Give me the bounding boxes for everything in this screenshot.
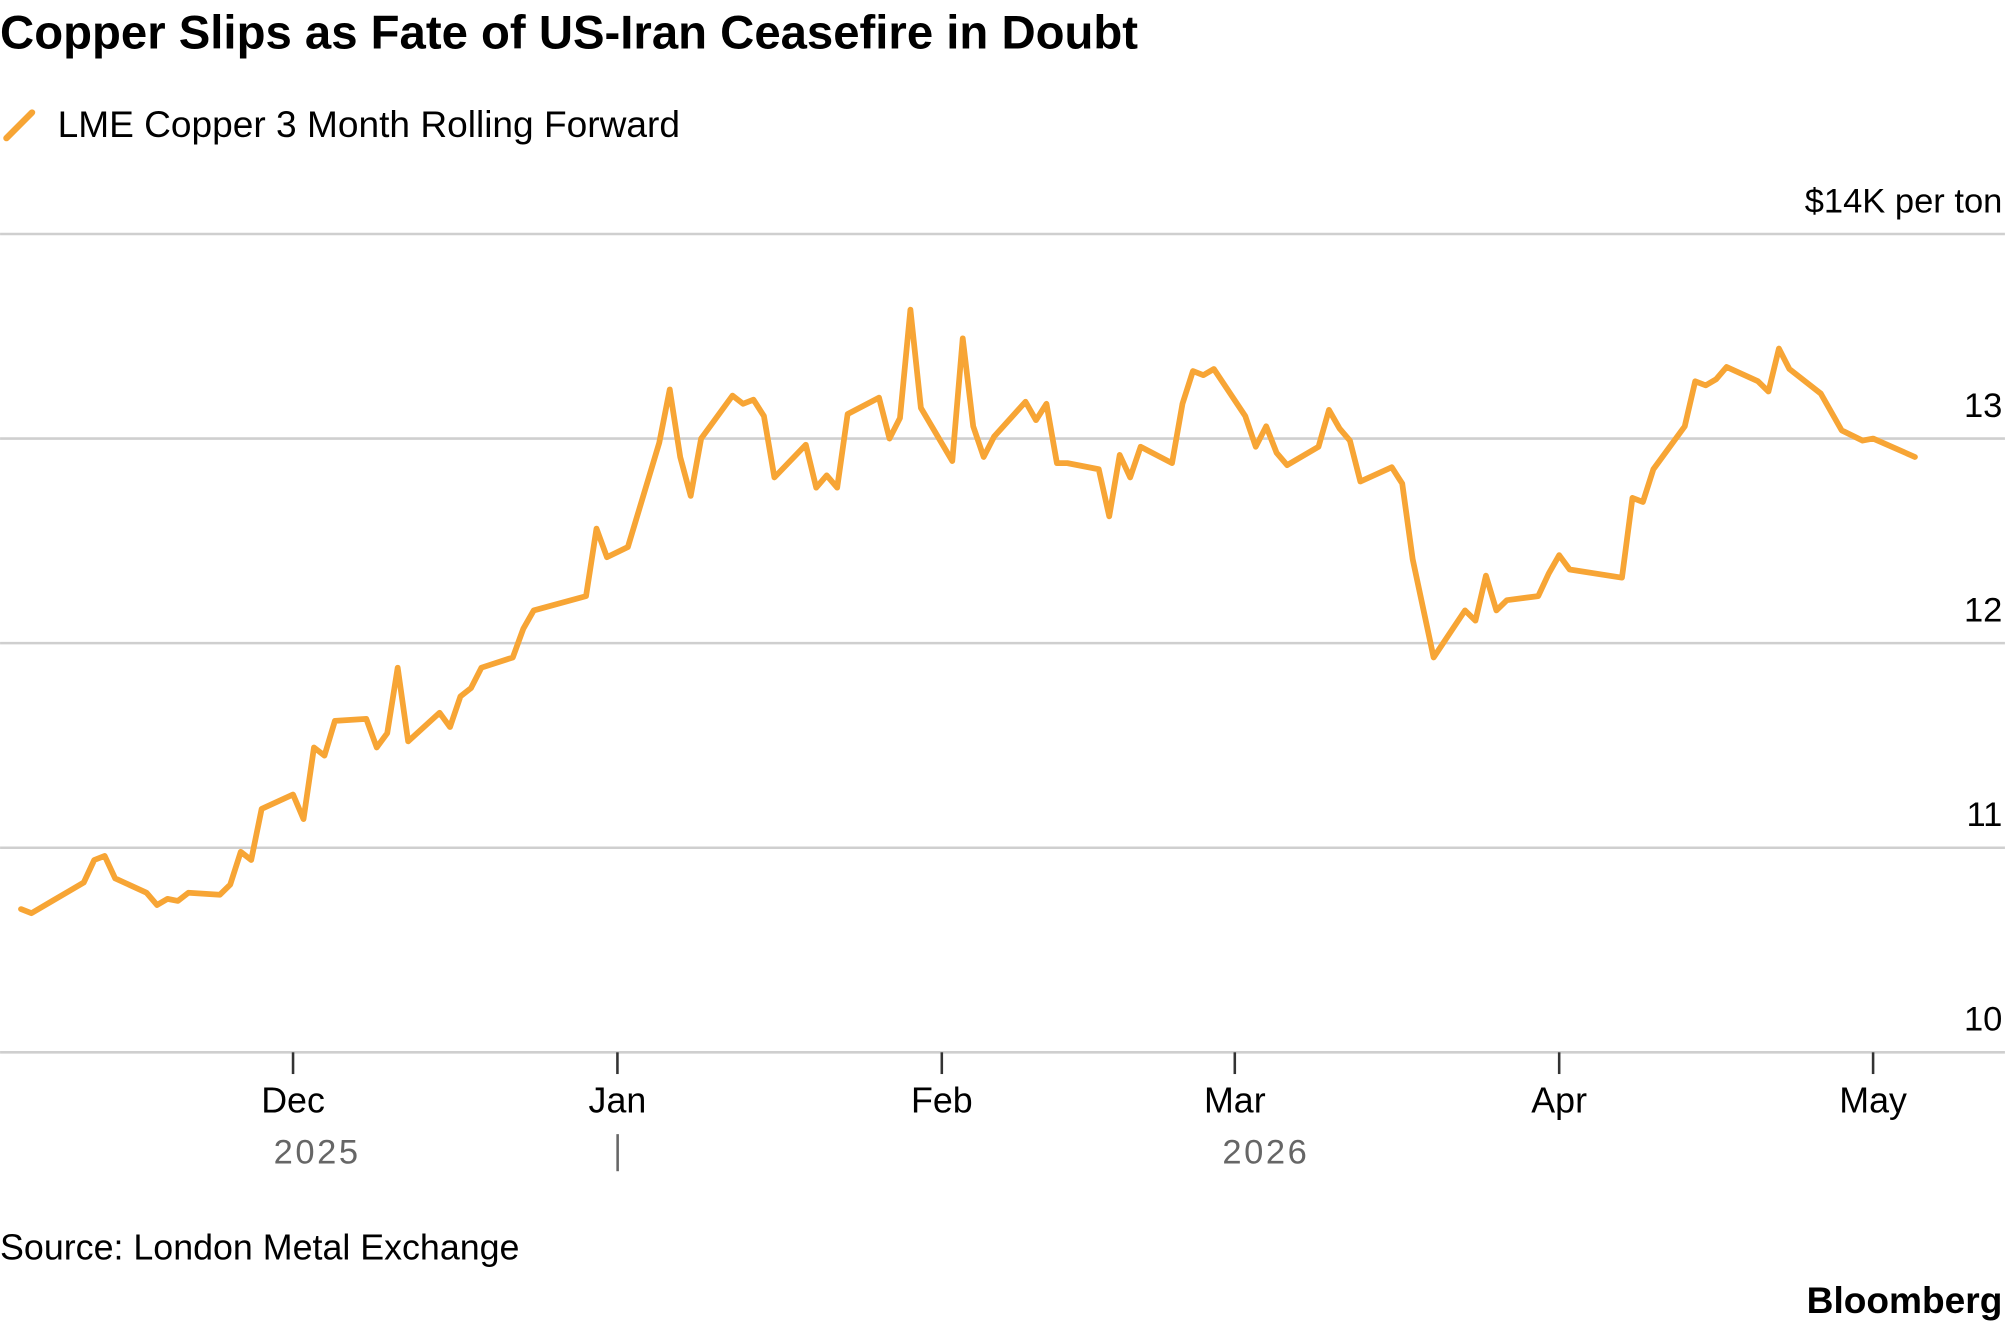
year-label: 2025 [274, 1134, 361, 1172]
legend-swatch [3, 109, 36, 142]
y-tick-label: 13 [1964, 387, 2002, 425]
x-tick-label: Jan [589, 1080, 647, 1120]
x-tick-label: Apr [1531, 1080, 1587, 1120]
x-tick-label: Feb [911, 1080, 973, 1120]
x-tick-label: May [1839, 1080, 1907, 1120]
x-tick-label: Mar [1204, 1080, 1266, 1120]
y-tick-label: 11 [1967, 796, 2003, 834]
legend-label: LME Copper 3 Month Rolling Forward [58, 103, 680, 145]
y-tick-label: 12 [1964, 591, 2002, 629]
data-line [18, 306, 1918, 917]
y-tick-label: $14K per ton [1805, 182, 2003, 220]
brand: Bloomberg [1807, 1279, 2003, 1321]
x-tick-label: Dec [261, 1080, 325, 1120]
chart-title: Copper Slips as Fate of US-Iran Ceasefir… [0, 7, 1138, 60]
source: Source: London Metal Exchange [0, 1227, 519, 1267]
year-label: 2026 [1222, 1134, 1309, 1172]
y-tick-label: 10 [1964, 1001, 2002, 1039]
